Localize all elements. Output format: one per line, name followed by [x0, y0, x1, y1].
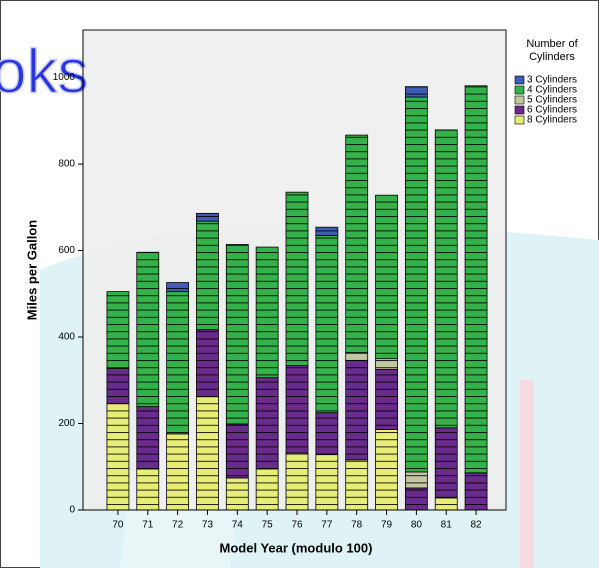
bar-stripes [256, 377, 279, 469]
legend-label: 8 Cylinders [527, 115, 577, 126]
bar-stripes [405, 487, 428, 510]
legend-swatch [514, 115, 525, 125]
bar-stripes [465, 472, 488, 510]
y-tick-label: 200 [58, 418, 75, 429]
watermark: oks [0, 37, 88, 106]
x-tick-label: 77 [321, 520, 333, 531]
x-axis-label: Model Year (modulo 100) [220, 540, 373, 555]
bar-stripes [106, 368, 129, 404]
bar-stripes [435, 497, 458, 510]
bar-stripes [286, 192, 308, 366]
bar-stripes [286, 365, 308, 453]
bar-stripes [256, 468, 279, 510]
bar-stripes [405, 86, 428, 98]
bar-stripes [375, 358, 398, 370]
legend-swatch [514, 105, 525, 115]
x-tick-label: 74 [232, 520, 244, 531]
bar-stripes [196, 329, 219, 397]
bar-stripes [256, 247, 279, 378]
bar-stripes [435, 129, 458, 428]
y-tick-label: 800 [58, 159, 75, 170]
x-tick-label: 70 [112, 520, 124, 531]
x-tick-label: 81 [441, 520, 453, 531]
bar-stripes [345, 135, 368, 353]
x-tick-label: 78 [351, 520, 363, 531]
bar-stripes [375, 429, 398, 510]
bar-stripes [345, 352, 368, 361]
bar-stripes [166, 291, 189, 434]
legend-label: 4 Cylinders [527, 85, 577, 96]
y-tick-label: 400 [58, 332, 75, 343]
bar-stripes [106, 291, 129, 369]
bar-stripes [315, 454, 338, 510]
bar-stripes [405, 97, 428, 472]
bar-stripes [136, 406, 159, 469]
bar-stripes [226, 478, 249, 510]
x-tick-label: 73 [202, 520, 214, 531]
bar-stripes [465, 85, 488, 473]
bar-stripes [345, 360, 368, 460]
bar-stripes [435, 427, 458, 498]
x-tick-label: 71 [142, 520, 154, 531]
bar-stripes [226, 423, 249, 478]
bar-stripes [315, 235, 338, 413]
x-tick-label: 76 [291, 520, 303, 531]
bar-stripes [136, 468, 159, 510]
bar-stripes [286, 452, 308, 510]
legend-label: 5 Cylinders [527, 95, 577, 106]
bar-stripes [196, 396, 219, 510]
bar-stripes [196, 221, 219, 330]
legend-label: 3 Cylinders [527, 75, 577, 86]
bar-stripes [405, 471, 428, 488]
y-tick-label: 1000 [53, 72, 76, 83]
bar-stripes [166, 433, 189, 510]
bar-stripes [106, 403, 129, 510]
bar-stripes [315, 227, 338, 236]
bar-stripes [345, 459, 368, 510]
bar-stripes [166, 282, 189, 292]
x-tick-label: 75 [262, 520, 274, 531]
bar-stripes [375, 369, 398, 430]
y-axis-label: Miles per Gallon [24, 220, 39, 320]
bar-stripes [226, 244, 249, 424]
legend-swatch [514, 95, 525, 105]
x-tick-label: 72 [172, 520, 184, 531]
bar-stripes [196, 213, 219, 222]
x-tick-label: 79 [381, 520, 393, 531]
y-tick-label: 0 [69, 505, 75, 516]
x-tick-label: 80 [411, 520, 423, 531]
legend-swatch [514, 75, 525, 85]
legend-title: Number of Cylinders [526, 38, 578, 63]
legend-label: 6 Cylinders [527, 105, 577, 116]
y-tick-label: 600 [58, 245, 75, 256]
legend-swatch [514, 85, 525, 95]
background-shape [520, 380, 534, 568]
bar-stripes [136, 252, 159, 407]
x-tick-label: 82 [471, 520, 483, 531]
bar-stripes [375, 195, 398, 359]
bar-stripes [315, 412, 338, 455]
